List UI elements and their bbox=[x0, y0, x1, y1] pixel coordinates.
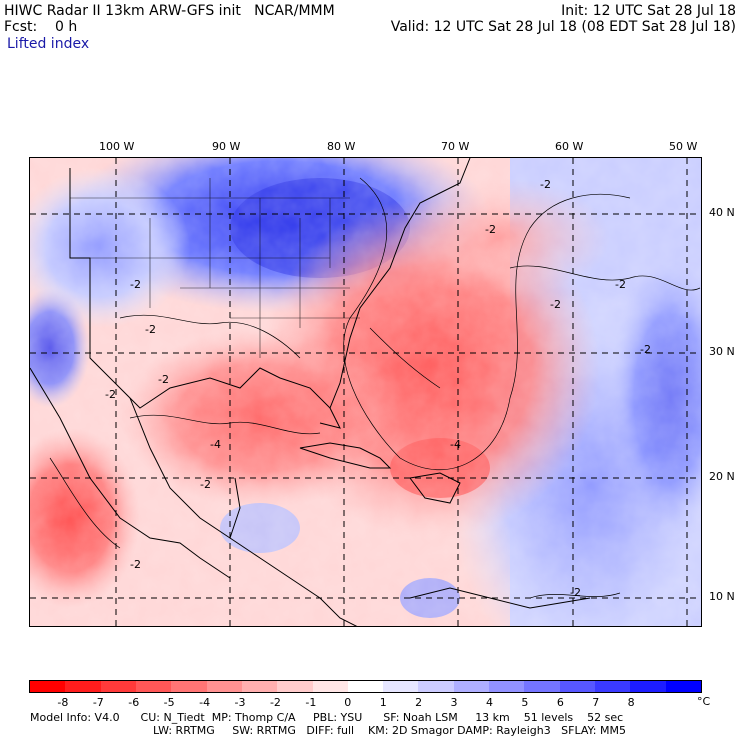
header-init-time: Init: 12 UTC Sat 28 Jul 18 bbox=[561, 3, 736, 19]
colorbar-tick-label: -2 bbox=[269, 696, 281, 709]
colorbar-tick-label: -7 bbox=[92, 696, 104, 709]
colorbar-segment bbox=[277, 681, 313, 692]
lat-lon-grid bbox=[30, 158, 701, 626]
colorbar-segment bbox=[171, 681, 207, 692]
colorbar-tick-label: 6 bbox=[556, 696, 564, 709]
latitude-label: 40 N bbox=[709, 206, 735, 219]
longitude-label: 100 W bbox=[99, 140, 135, 153]
footer-model-info: Model Info: V4.0 CU: N_Tiedt MP: Thomp C… bbox=[30, 711, 624, 724]
contour-label: -2 bbox=[570, 586, 581, 599]
header-forecast-hour: Fcst: 0 h bbox=[4, 19, 78, 35]
colorbar-segment bbox=[347, 681, 384, 692]
longitude-label: 70 W bbox=[441, 140, 470, 153]
colorbar-tick-label: -5 bbox=[163, 696, 175, 709]
contour-lines bbox=[49, 177, 701, 599]
colorbar-tick-label: -4 bbox=[199, 696, 211, 709]
footer-physics-info: LW: RRTMG SW: RRTMG DIFF: full KM: 2D Sm… bbox=[153, 724, 626, 737]
header-valid-time: Valid: 12 UTC Sat 28 Jul 18 (08 EDT Sat … bbox=[390, 19, 736, 35]
colorbar-segment bbox=[489, 681, 525, 692]
contour-labels: -2 -2 -2 -2 -2 -2 -2 -2 -4 -4 -2 -2 -2 -2 bbox=[105, 178, 651, 599]
contour-label: -4 bbox=[210, 438, 221, 451]
colorbar-tick-label: 4 bbox=[485, 696, 493, 709]
longitude-label: 80 W bbox=[327, 140, 356, 153]
contour-label: -2 bbox=[158, 373, 169, 386]
colorbar-tick-label: 3 bbox=[450, 696, 458, 709]
longitude-label: 90 W bbox=[212, 140, 241, 153]
colorbar-segment bbox=[30, 681, 66, 692]
colorbar-segment bbox=[241, 681, 278, 692]
longitude-label: 60 W bbox=[555, 140, 584, 153]
contour-label: -2 bbox=[485, 223, 496, 236]
colorbar-segment bbox=[453, 681, 490, 692]
contour-label: -2 bbox=[200, 478, 211, 491]
colorbar-segment bbox=[418, 681, 454, 692]
colorbar-unit: °C bbox=[697, 695, 711, 708]
colorbar-tick-label: 8 bbox=[627, 696, 635, 709]
colorbar-segment bbox=[383, 681, 419, 692]
colorbar-tick-label: 1 bbox=[379, 696, 387, 709]
colorbar-tick-label: -3 bbox=[234, 696, 246, 709]
colorbar-tick-label: 5 bbox=[521, 696, 529, 709]
latitude-label: 30 N bbox=[709, 345, 735, 358]
longitude-label: 50 W bbox=[669, 140, 698, 153]
lifted-index-map: -2 -2 -2 -2 -2 -2 -2 -2 -4 -4 -2 -2 -2 -2 bbox=[29, 157, 702, 627]
contour-label: -2 bbox=[640, 343, 651, 356]
coastlines bbox=[30, 158, 591, 626]
colorbar-segment bbox=[135, 681, 172, 692]
colorbar-segment bbox=[559, 681, 595, 692]
contour-label: -2 bbox=[105, 388, 116, 401]
map-canvas: -2 -2 -2 -2 -2 -2 -2 -2 -4 -4 -2 -2 -2 -2 bbox=[30, 158, 701, 626]
contour-label: -2 bbox=[145, 323, 156, 336]
colorbar-segment bbox=[630, 681, 666, 692]
header-title: HIWC Radar II 13km ARW-GFS init NCAR/MMM bbox=[4, 3, 335, 19]
colorbar-tick-label: 0 bbox=[344, 696, 352, 709]
colorbar-segment bbox=[524, 681, 560, 692]
colorbar-tick-label: -8 bbox=[57, 696, 69, 709]
contour-label: -2 bbox=[130, 278, 141, 291]
colorbar-segment bbox=[206, 681, 242, 692]
colorbar-segment bbox=[65, 681, 101, 692]
colorbar-tick-label: -6 bbox=[128, 696, 140, 709]
field-name: Lifted index bbox=[7, 36, 90, 52]
contour-label: -2 bbox=[130, 558, 141, 571]
colorbar-tick-label: 7 bbox=[592, 696, 600, 709]
colorbar-tick-label: 2 bbox=[415, 696, 423, 709]
contour-label: -2 bbox=[615, 278, 626, 291]
contour-label: -2 bbox=[540, 178, 551, 191]
contour-label: -2 bbox=[550, 298, 561, 311]
colorbar-segment bbox=[312, 681, 348, 692]
colorbar-tick-label: -1 bbox=[305, 696, 317, 709]
colorbar-segment bbox=[100, 681, 136, 692]
colorbar bbox=[29, 680, 702, 693]
latitude-label: 10 N bbox=[709, 590, 735, 603]
state-borders bbox=[70, 178, 360, 358]
colorbar-segment bbox=[595, 681, 631, 692]
colorbar-segment bbox=[665, 681, 701, 692]
latitude-label: 20 N bbox=[709, 470, 735, 483]
contour-label: -4 bbox=[450, 438, 461, 451]
